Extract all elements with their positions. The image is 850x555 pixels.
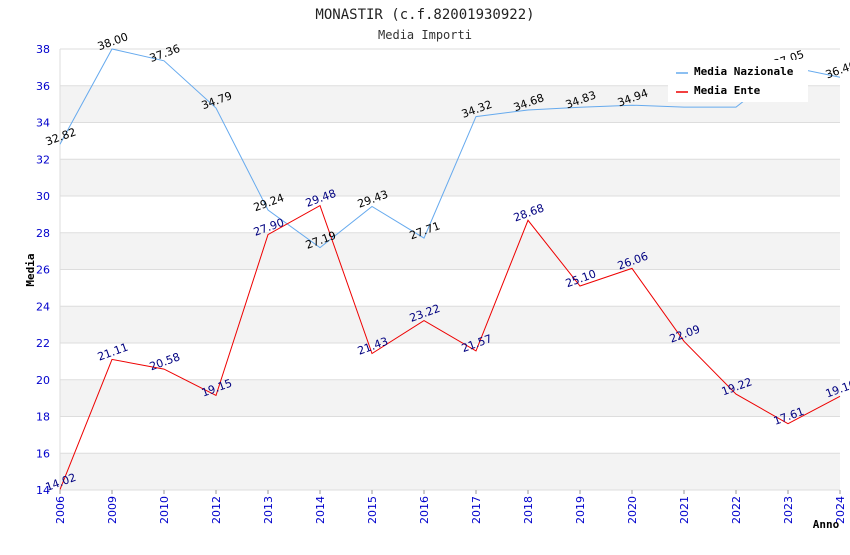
- chart-title: MONASTIR (c.f.82001930922): [315, 7, 534, 23]
- x-tick-label: 2015: [366, 496, 379, 524]
- legend-label-media-nazionale: Media Nazionale: [694, 65, 794, 78]
- band: [60, 416, 840, 454]
- y-tick-label: 38: [36, 43, 50, 56]
- x-tick-label: 2022: [730, 496, 743, 524]
- y-tick-label: 28: [36, 227, 50, 240]
- y-tick-label: 22: [36, 337, 50, 350]
- x-axis-label: Anno: [813, 518, 840, 531]
- y-axis-label: Media: [24, 253, 37, 286]
- series-line-media-nazionale: [59, 48, 841, 249]
- y-tick-label: 16: [36, 447, 50, 460]
- x-tick-label: 2021: [678, 496, 691, 524]
- series-line-media-ente: [59, 204, 841, 490]
- x-axis-ticks: 2006 2009 2010 2012 2013 2014 2015 2016 2017 2018…: [54, 490, 847, 524]
- x-tick-label: 2009: [106, 496, 119, 524]
- legend-label-media-ente: Media Ente: [694, 84, 761, 97]
- y-tick-label: 20: [36, 374, 50, 387]
- x-tick-label: 2006: [54, 496, 67, 524]
- band: [60, 343, 840, 380]
- x-tick-label: 2019: [574, 496, 587, 524]
- y-tick-label: 26: [36, 264, 50, 277]
- band: [60, 453, 840, 490]
- x-tick-label: 2014: [314, 496, 327, 524]
- x-tick-label: 2023: [782, 496, 795, 524]
- x-tick-label: 2018: [522, 496, 535, 524]
- y-axis-ticks: 14 16 18 20 22 24 26 28 30 32 34 36 38: [36, 43, 50, 497]
- y-tick-label: 34: [36, 117, 50, 130]
- legend-box: [668, 60, 808, 102]
- band: [60, 306, 840, 343]
- band: [60, 379, 840, 417]
- y-tick-label: 32: [36, 153, 50, 166]
- background-bands: [60, 49, 840, 490]
- y-tick-label: 18: [36, 411, 50, 424]
- band: [60, 122, 840, 160]
- y-tick-label: 30: [36, 190, 50, 203]
- x-tick-label: 2024: [834, 496, 847, 524]
- gridlines: [59, 48, 840, 491]
- legend: Media Nazionale Media Ente: [668, 60, 808, 102]
- x-tick-label: 2013: [262, 496, 275, 524]
- band: [60, 232, 840, 270]
- y-tick-label: 24: [36, 300, 50, 313]
- band: [60, 196, 840, 233]
- y-tick-label: 36: [36, 80, 50, 93]
- x-tick-label: 2010: [158, 496, 171, 524]
- x-tick-label: 2020: [626, 496, 639, 524]
- y-tick-label: 14: [36, 484, 50, 497]
- x-tick-label: 2012: [210, 496, 223, 524]
- x-tick-label: 2017: [470, 496, 483, 524]
- chart-subtitle: Media Importi: [378, 28, 472, 42]
- band: [60, 269, 840, 307]
- x-tick-label: 2016: [418, 496, 431, 524]
- series-lines: [59, 48, 841, 490]
